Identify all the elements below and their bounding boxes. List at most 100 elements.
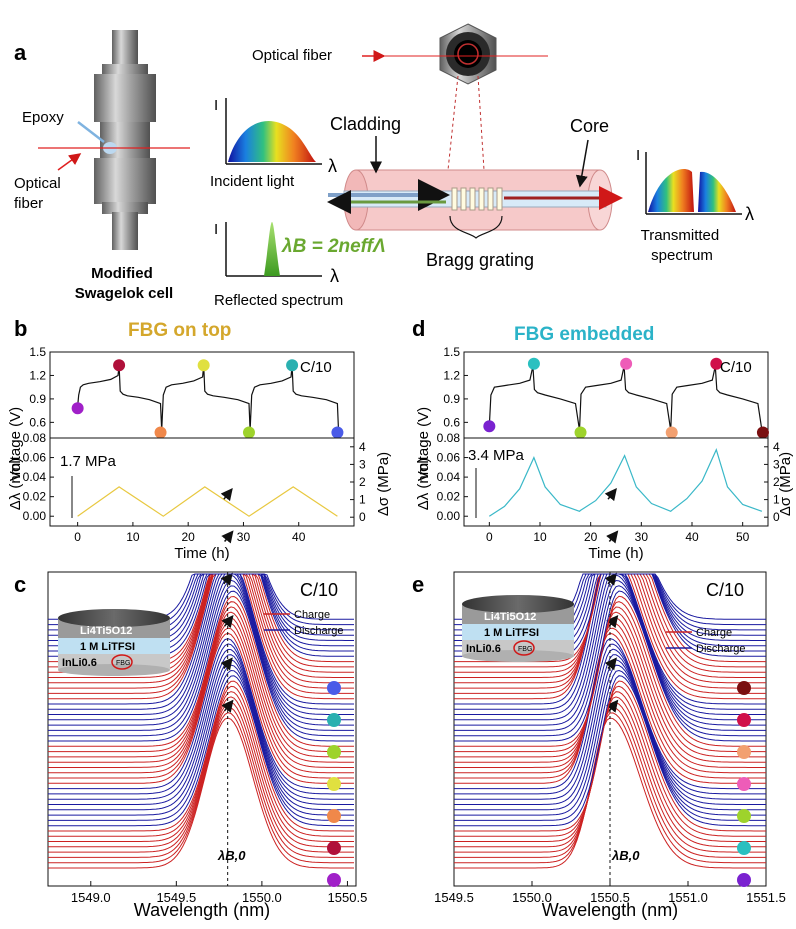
panel-label-b: b [14, 316, 27, 341]
panel-c-spectra-plot: 1549.0 1549.5 1550.0 1550.5 [47, 487, 367, 905]
e-xtick-label-0: 1549.5 [434, 890, 474, 905]
panel-label-c: c [14, 572, 26, 597]
c-spectrum-24 [48, 590, 354, 742]
c-state-marker-3 [327, 777, 341, 791]
panel-e: e 1549.5 1550.0 1550.5 1551.0 1551.5 C/10 Ch… [412, 487, 786, 920]
d-voltage-ytick-label-3: 1.5 [443, 345, 460, 359]
c-spectrum-5 [48, 691, 354, 842]
panel-b-ylabel-bottom: Δλ (nm) [7, 458, 24, 511]
panel-d: d FBG embedded 0.6 0.9 1.2 1.5 0.00 0.02 0.04… [412, 316, 794, 562]
b-shift-y2tick-label-2: 2 [359, 475, 366, 489]
c-spectrum-1 [48, 712, 354, 864]
transmitted-axis-i: I [636, 147, 640, 164]
panel-d-ylabel-bottom: Δλ (nm) [415, 458, 432, 511]
c-shift-arrow-44 [220, 487, 233, 502]
c-spectrum-35 [48, 573, 354, 684]
b-voltage-ytick-label-1: 0.9 [29, 392, 46, 406]
panel-c-legend-discharge: Discharge [294, 625, 344, 637]
panel-c-fbg-circle [111, 654, 133, 670]
c-spectrum-16 [48, 632, 354, 784]
panel-d-shift-plot: 0.00 0.02 0.04 0.06 0.08 0 10 20 30 40 50 0 1 2 3 4 [437, 431, 780, 544]
d-shift-y2tick-label-1: 1 [773, 493, 780, 507]
zoom-line-right [477, 75, 485, 171]
b-voltage-marker-0 [71, 402, 84, 415]
c-spectrum-32 [48, 573, 354, 700]
d-voltage-marker-4 [665, 426, 678, 439]
panel-c-layer-2: 1 M LiTFSI [80, 641, 135, 653]
c-spectrum-6 [48, 685, 354, 837]
optical-fiber-top-label: Optical fiber [252, 47, 332, 64]
optical-fiber-left-line-2: fiber [14, 195, 43, 212]
reflected-axis-i: I [214, 221, 218, 238]
c-spectrum-36 [48, 573, 354, 678]
core-label: Core [570, 116, 609, 136]
c-spectrum-9 [48, 669, 354, 821]
transmitted-axis-lambda: λ [745, 204, 754, 224]
panel-b-ylabel-right: Δσ (MPa) [375, 452, 392, 516]
d-shift-ytick-label-3: 0.06 [437, 451, 461, 465]
panel-c-layer-3: InLi0.6 [62, 657, 97, 669]
fiber-cylinder [327, 169, 623, 239]
c-state-marker-6 [327, 681, 341, 695]
b-voltage-ytick-label-2: 1.2 [29, 368, 46, 382]
d-shift-ytick-label-4: 0.08 [437, 431, 461, 445]
c-spectrum-15 [48, 638, 354, 790]
c-spectrum-10 [48, 664, 354, 816]
d-voltage-ytick-label-1: 0.9 [443, 392, 460, 406]
c-shift-arrow-20 [221, 614, 234, 629]
b-voltage-marker-3 [197, 359, 210, 372]
e-xtick-label-4: 1551.5 [746, 890, 786, 905]
panel-b-shift-plot: 0.00 0.02 0.04 0.06 0.08 0 10 20 30 40 0 1 2 3 4 [23, 431, 366, 544]
reflected-spectrum [225, 222, 322, 277]
d-voltage-marker-1 [527, 357, 540, 370]
panel-e-rate: C/10 [706, 580, 744, 600]
c-spectrum-28 [48, 573, 354, 721]
b-shift-y2tick-label-3: 3 [359, 457, 366, 471]
b-voltage-ytick-label-0: 0.6 [29, 415, 46, 429]
e-state-marker-2 [737, 809, 751, 823]
e-shift-arrow-4 [606, 699, 619, 713]
c-spectrum-29 [48, 573, 354, 715]
panel-label-e: e [412, 572, 424, 597]
e-shift-arrow-28 [604, 572, 617, 586]
d-voltage-marker-6 [756, 426, 769, 439]
b-voltage-marker-2 [154, 426, 167, 439]
panel-c-fbg-label: FBG [116, 660, 130, 667]
d-shift-xtick-label-4: 40 [685, 530, 699, 544]
d-shift-xtick-label-3: 30 [635, 530, 649, 544]
c-state-marker-5 [327, 713, 341, 727]
panel-d-voltage-plot: 0.6 0.9 1.2 1.5 [443, 345, 769, 439]
c-spectrum-23 [48, 595, 354, 747]
d-shift-y2tick-label-2: 2 [773, 475, 780, 489]
swagelok-cell-image [38, 30, 190, 250]
c-spectrum-2 [48, 707, 354, 858]
c-state-marker-1 [327, 841, 341, 855]
incident-axis-lambda: λ [328, 156, 337, 176]
c-spectrum-25 [48, 585, 354, 737]
d-voltage-ytick-label-0: 0.6 [443, 415, 460, 429]
d-shift-xtick-label-5: 50 [736, 530, 750, 544]
b-shift-ytick-label-0: 0.00 [23, 509, 47, 523]
b-shift-series-line [77, 486, 338, 517]
panel-c-legend: Charge Discharge [264, 609, 344, 637]
c-spectrum-13 [48, 648, 354, 800]
b-voltage-marker-1 [113, 359, 126, 372]
e-spectrum-1 [454, 712, 766, 864]
panel-e-lambda-label: λB,0 [611, 848, 640, 863]
b-shift-xtick-label-4: 40 [292, 530, 306, 544]
transmitted-spectrum [645, 152, 742, 215]
c-shift-arrow-4 [221, 699, 234, 713]
panel-label-d: d [412, 316, 425, 341]
panel-b: b FBG on top 0.60.91.21.5 0.000.020.040.… [7, 316, 392, 562]
c-spectrum-19 [48, 617, 354, 768]
panel-e-layer-3: InLi0.6 [466, 643, 501, 655]
incident-spectrum [225, 98, 322, 165]
bragg-equation: λB = 2neffΛ [281, 236, 386, 257]
c-spectrum-22 [48, 601, 354, 753]
e-xtick-label-2: 1550.5 [590, 890, 630, 905]
modified-cell-line-2: Swagelok cell [75, 285, 173, 302]
e-shift-arrow-44 [604, 487, 617, 502]
c-xtick-label-2: 1550.0 [242, 890, 282, 905]
e-spectrum-9 [454, 669, 766, 821]
